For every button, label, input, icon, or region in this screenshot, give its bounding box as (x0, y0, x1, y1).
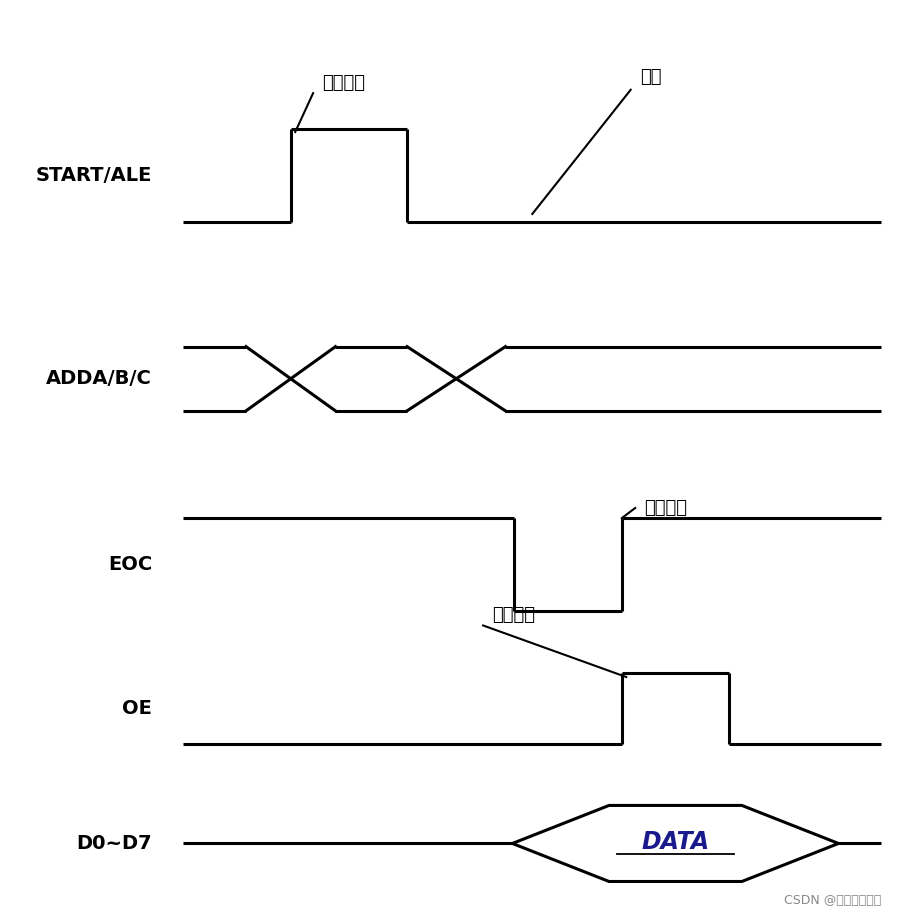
Text: 启动: 启动 (640, 68, 662, 86)
Text: CSDN @阿杰学习笔记: CSDN @阿杰学习笔记 (784, 894, 881, 907)
Text: DATA: DATA (641, 830, 709, 854)
Text: D0~D7: D0~D7 (77, 834, 152, 853)
Text: 地址锁存: 地址锁存 (322, 74, 365, 92)
Text: ADDA/B/C: ADDA/B/C (46, 369, 152, 388)
Text: 转换结束: 转换结束 (644, 499, 687, 517)
Text: START/ALE: START/ALE (36, 166, 152, 185)
Text: OE: OE (123, 699, 152, 718)
Text: EOC: EOC (108, 555, 152, 574)
Text: 读取结果: 读取结果 (492, 606, 535, 624)
